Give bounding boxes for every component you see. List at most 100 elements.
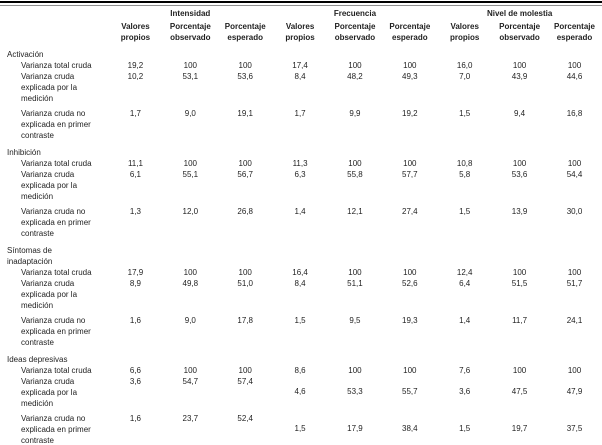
table-row: Varianza cruda no explicada en primer co… xyxy=(0,315,602,352)
value-cell: 5,8 xyxy=(459,170,471,179)
value-cell: 100 xyxy=(403,366,417,375)
value-cell: 100 xyxy=(512,366,527,375)
column-group-header: Nivel de molestia xyxy=(486,9,553,18)
row-label: Varianza cruda explicada por la medición xyxy=(21,279,78,310)
value-cell: 100 xyxy=(403,61,417,70)
value-cell: 24,1 xyxy=(566,316,583,325)
table-row: Varianza cruda explicada por la medición… xyxy=(0,376,602,413)
value-cell: 1,5 xyxy=(459,109,471,118)
value-cell: 6,1 xyxy=(129,170,141,179)
value-cell: 12,1 xyxy=(347,207,363,216)
row-label: Varianza cruda no explicada en primer co… xyxy=(21,316,91,347)
row-label: Varianza total cruda xyxy=(21,268,92,277)
value-cell: 1,6 xyxy=(129,414,141,423)
value-cell: 100 xyxy=(512,268,527,277)
value-cell: 1,5 xyxy=(294,424,306,433)
value-cell: 54,7 xyxy=(182,377,199,386)
table-row: Varianza total cruda 6,6 100 100 8,6 100 100 7,… xyxy=(0,365,602,376)
value-cell: 1,5 xyxy=(459,424,471,433)
value-cell: 1,6 xyxy=(129,316,141,325)
table-row: Varianza cruda explicada por la medición… xyxy=(0,169,602,206)
value-cell: 100 xyxy=(238,366,252,375)
value-cell: 54,4 xyxy=(566,170,583,179)
value-cell: 1,7 xyxy=(129,109,141,118)
row-label-cell: Varianza cruda no explicada en primer co… xyxy=(0,206,108,243)
value-cell: 12,0 xyxy=(182,207,199,216)
value-cell: 51,5 xyxy=(511,279,528,288)
column-subheader: Porcentaje esperado xyxy=(389,22,431,42)
value-cell: 100 xyxy=(238,268,252,277)
value-cell: 100 xyxy=(512,61,527,70)
value-cell: 100 xyxy=(567,268,582,277)
corner-spacer xyxy=(0,6,108,21)
value-cell: 100 xyxy=(348,159,362,168)
table-row: Varianza cruda explicada por la medición… xyxy=(0,278,602,315)
row-label-cell: Varianza cruda explicada por la medición xyxy=(0,71,108,108)
value-cell: 100 xyxy=(238,61,252,70)
section-title-row: Síntomas de inadaptación xyxy=(0,243,602,267)
section-title-row: Inhibición xyxy=(0,145,602,158)
value-cell: 53,6 xyxy=(237,72,253,81)
value-cell: 6,3 xyxy=(294,170,306,179)
value-cell: 1,3 xyxy=(129,207,141,216)
value-cell: 57,7 xyxy=(402,170,418,179)
value-cell: 100 xyxy=(567,159,582,168)
value-cell: 8,9 xyxy=(129,279,141,288)
value-cell: 23,7 xyxy=(182,414,199,423)
value-cell: 55,8 xyxy=(347,170,363,179)
value-cell: 53,1 xyxy=(182,72,199,81)
value-cell: 3,6 xyxy=(129,377,141,386)
value-cell: 57,4 xyxy=(237,377,253,386)
value-cell: 17,9 xyxy=(347,424,363,433)
value-cell: 100 xyxy=(183,268,197,277)
value-cell: 49,8 xyxy=(182,279,199,288)
table-row: Varianza cruda explicada por la medición… xyxy=(0,71,602,108)
value-cell: 9,0 xyxy=(184,109,196,118)
value-cell: 51,7 xyxy=(566,279,583,288)
value-cell: 3,6 xyxy=(459,387,471,396)
value-cell: 47,5 xyxy=(511,387,528,396)
column-group-header: Intensidad xyxy=(170,9,211,18)
value-cell: 100 xyxy=(403,159,417,168)
row-label: Varianza cruda explicada por la medición xyxy=(21,170,78,201)
row-label-cell: Varianza cruda no explicada en primer co… xyxy=(0,108,108,145)
value-cell: 44,6 xyxy=(566,72,583,81)
value-cell: 1,5 xyxy=(294,316,306,325)
column-subheader: Valores propios xyxy=(120,22,151,42)
value-cell: 6,4 xyxy=(459,279,471,288)
value-cell: 51,0 xyxy=(237,279,253,288)
value-cell: 43,9 xyxy=(511,72,528,81)
row-label: Varianza cruda no explicada en primer co… xyxy=(21,414,91,445)
row-label-cell: Varianza cruda no explicada en primer co… xyxy=(0,315,108,352)
value-cell: 19,2 xyxy=(127,61,144,70)
value-cell: 100 xyxy=(348,366,362,375)
column-subheader: Porcentaje observado xyxy=(334,22,376,42)
value-cell: 16,0 xyxy=(456,61,473,70)
section-title-cell: Síntomas de inadaptación xyxy=(0,243,602,267)
section-title-row: Ideas depresivas xyxy=(0,352,602,365)
row-label: Varianza total cruda xyxy=(21,159,92,168)
section-title-cell: Ideas depresivas xyxy=(0,352,602,365)
value-cell: 55,1 xyxy=(182,170,199,179)
column-group-header: Frecuencia xyxy=(333,9,377,18)
value-cell: 47,9 xyxy=(566,387,583,396)
row-label: Varianza cruda no explicada en primer co… xyxy=(21,207,91,238)
value-cell: 12,4 xyxy=(456,268,473,277)
row-label-cell: Varianza cruda explicada por la medición xyxy=(0,169,108,206)
row-label: Varianza total cruda xyxy=(21,61,92,70)
value-cell: 16,4 xyxy=(292,268,308,277)
value-cell: 17,4 xyxy=(292,61,308,70)
subheader-row: Valores propios Porcentaje observado Porce… xyxy=(0,21,602,47)
value-cell: 17,8 xyxy=(237,316,253,325)
column-subheader: Valores propios xyxy=(450,22,480,42)
value-cell: 8,6 xyxy=(294,366,306,375)
column-subheader: Porcentaje observado xyxy=(499,22,541,42)
value-cell: 8,4 xyxy=(294,72,306,81)
section-title: Activación xyxy=(7,50,44,59)
value-cell: 10,2 xyxy=(127,72,144,81)
value-cell: 48,2 xyxy=(347,72,363,81)
row-label-cell: Varianza total cruda xyxy=(0,365,108,376)
row-label: Varianza cruda explicada por la medición xyxy=(21,377,78,408)
column-subheader: Porcentaje esperado xyxy=(554,22,595,42)
